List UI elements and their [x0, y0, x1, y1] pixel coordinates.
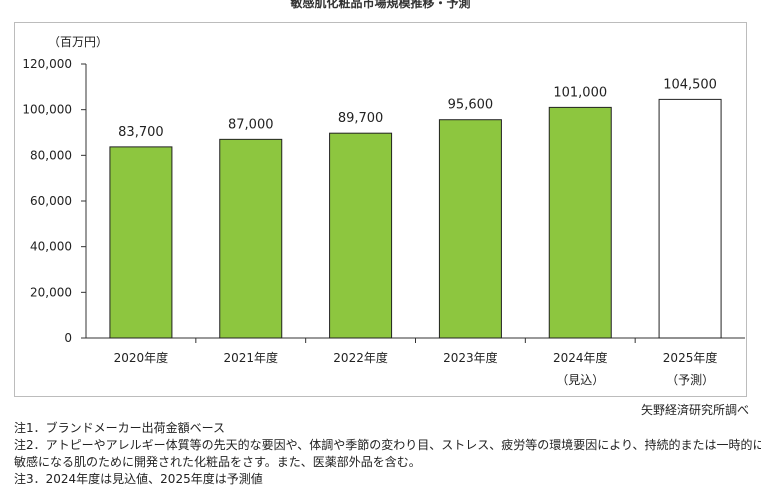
y-tick-label: 80,000 [30, 148, 72, 162]
data-label: 104,500 [663, 77, 717, 92]
bar [219, 138, 283, 339]
data-label: 95,600 [448, 98, 494, 113]
note-3: 注3．2024年度は見込値、2025年度は予測値 [14, 472, 263, 486]
y-unit-label: （百万円） [48, 35, 108, 49]
x-tick-sublabel: （予測） [666, 373, 714, 387]
x-tick-label: 2025年度 [663, 350, 718, 365]
bar [438, 119, 502, 339]
x-tick-label: 2022年度 [333, 350, 388, 365]
y-tick-label: 20,000 [30, 285, 72, 299]
bar [109, 146, 173, 339]
x-tick-label: 2020年度 [114, 350, 169, 365]
x-tick-label: 2023年度 [443, 350, 498, 365]
y-tick-label: 60,000 [30, 194, 72, 208]
data-label: 87,000 [228, 117, 274, 132]
y-tick-label: 100,000 [22, 103, 72, 117]
bar-forecast [658, 98, 722, 339]
y-tick-label: 120,000 [22, 57, 72, 71]
note-2: 注2．アトピーやアレルギー体質等の先天的な要因や、体調や季節の変わり目、ストレス… [14, 438, 761, 452]
data-label: 89,700 [338, 111, 384, 126]
y-tick-label: 40,000 [30, 240, 72, 254]
bar-chart: （百万円） 0 20,000 40,000 60,000 80,000 100,000 120… [22, 35, 745, 387]
x-tick-label: 2021年度 [223, 350, 278, 365]
x-tick-sublabel: （見込） [556, 373, 604, 387]
chart-frame [14, 22, 747, 397]
bar [329, 132, 393, 339]
chart-title: 敏感肌化粧品市場規模推移・予測 [290, 0, 471, 10]
bar [548, 106, 612, 339]
source-credit: 矢野経済研究所調べ [640, 403, 749, 417]
note-2-continued: 敏感になる肌のために開発された化粧品をさす。また、医薬部外品を含む。 [14, 455, 421, 469]
data-label: 101,000 [553, 85, 607, 100]
y-tick-label: 0 [64, 331, 72, 345]
notes: 注1．ブランドメーカー出荷金額ベース 注2．アトピーやアレルギー体質等の先天的な… [14, 420, 761, 488]
note-1: 注1．ブランドメーカー出荷金額ベース [14, 421, 226, 435]
x-tick-label: 2024年度 [553, 350, 608, 365]
data-label: 83,700 [118, 125, 164, 140]
